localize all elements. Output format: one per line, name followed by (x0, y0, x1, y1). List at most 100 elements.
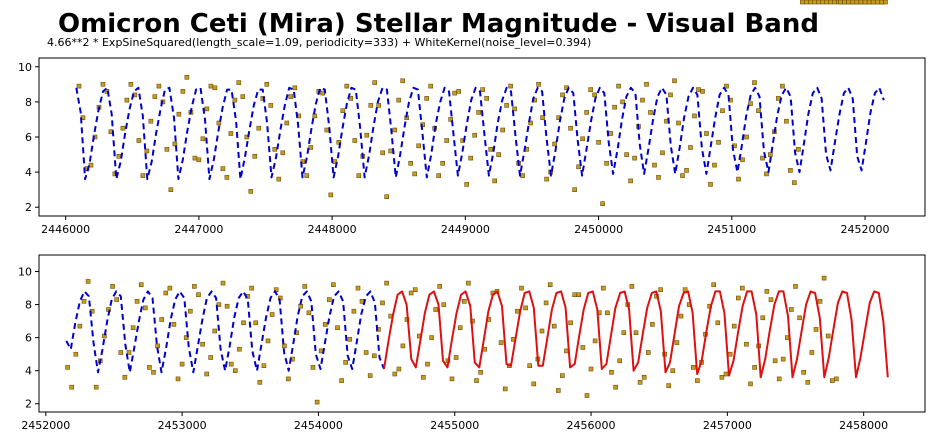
bottom-observation-point (645, 350, 651, 355)
bottom-observation-point (110, 284, 115, 289)
bottom-observation-point (846, 0, 852, 5)
top-observation-point (444, 138, 450, 143)
bottom-observation-point (306, 310, 312, 316)
bottom-observation-point (617, 358, 623, 364)
bottom-observation-point (457, 325, 463, 331)
bottom-observation-point (580, 345, 586, 350)
top-observation-point (740, 157, 745, 163)
bottom-observation-point (670, 368, 676, 374)
bottom-observation-point (282, 343, 287, 349)
bottom-fit-line (65, 290, 385, 374)
bottom-observation-point (326, 297, 332, 302)
top-observation-point (744, 134, 749, 140)
top-observation-point (700, 89, 705, 94)
top-y-tick-label: 10 (18, 61, 32, 74)
top-observation-point (256, 125, 262, 131)
bottom-observation-point (441, 302, 447, 307)
bottom-observation-point (302, 284, 308, 289)
top-observation-point (596, 140, 601, 145)
top-observation-point (464, 182, 470, 187)
bottom-observation-point (543, 300, 549, 306)
top-observation-point (288, 94, 294, 99)
top-observation-point (696, 87, 701, 92)
bottom-observation-point (143, 305, 148, 311)
bottom-observation-point (678, 313, 684, 319)
top-observation-point (364, 132, 370, 138)
top-observation-point (168, 187, 174, 192)
top-observation-point (504, 103, 509, 108)
bottom-prediction-line (383, 290, 889, 379)
bottom-observation-point (637, 379, 643, 385)
bottom-observation-point (412, 287, 418, 293)
top-observation-point (308, 145, 314, 150)
bottom-observation-point (478, 369, 483, 375)
bottom-panel-plot-area (65, 0, 889, 405)
top-observation-point (508, 83, 513, 89)
top-observation-point (720, 108, 725, 113)
top-observation-point (568, 125, 573, 131)
top-observation-point (604, 161, 609, 166)
bottom-observation-point (322, 322, 328, 327)
bottom-observation-point (224, 303, 230, 309)
bottom-observation-point (735, 295, 741, 301)
top-observation-point (652, 162, 657, 168)
bottom-observation-point (118, 350, 124, 355)
bottom-observation-point (335, 325, 340, 331)
bottom-observation-point (367, 373, 373, 378)
bottom-observation-point (715, 320, 721, 326)
bottom-observation-point (658, 287, 663, 293)
top-observation-point (584, 110, 589, 115)
top-observation-point (208, 83, 214, 89)
top-observation-point (816, 0, 821, 5)
bottom-observation-point (633, 330, 639, 336)
bottom-observation-point (343, 360, 349, 365)
top-observation-point (284, 120, 290, 126)
top-fit-line (75, 86, 885, 181)
bottom-observation-point (576, 292, 582, 298)
top-observation-point (708, 182, 713, 187)
bottom-observation-point (371, 353, 377, 359)
bottom-x-tick-label: 2452000 (21, 419, 70, 432)
top-observation-point (240, 94, 246, 99)
bottom-observation-point (155, 343, 160, 349)
top-observation-point (752, 80, 757, 85)
top-observation-point (680, 173, 685, 178)
bottom-observation-point (425, 361, 430, 367)
bottom-observation-point (208, 355, 213, 360)
top-observation-point (436, 173, 442, 178)
bottom-observation-point (151, 369, 156, 375)
bottom-observation-point (629, 284, 635, 289)
bottom-observation-point (421, 374, 426, 380)
bottom-observation-point (122, 374, 128, 380)
bottom-observation-point (188, 308, 193, 314)
bottom-observation-point (396, 366, 402, 372)
bottom-observation-point (776, 376, 782, 382)
bottom-observation-point (719, 374, 725, 380)
top-observation-point (164, 147, 170, 152)
bottom-observation-point (805, 379, 811, 385)
top-x-tick-label: 2451000 (707, 223, 756, 236)
bottom-observation-point (764, 289, 770, 294)
top-observation-point (736, 176, 741, 182)
bottom-observation-point (760, 315, 766, 321)
top-observation-point (528, 120, 533, 126)
top-observation-point (724, 83, 729, 89)
bottom-observation-point (212, 328, 218, 334)
bottom-observation-point (134, 298, 140, 304)
top-observation-point (340, 108, 346, 113)
bottom-observation-point (392, 371, 398, 377)
bottom-observation-point (780, 356, 786, 362)
bottom-observation-point (220, 280, 226, 286)
top-panel-plot-area (75, 0, 885, 206)
top-observation-point (252, 154, 258, 159)
bottom-x-tick-label: 2456000 (567, 419, 616, 432)
bottom-observation-point (253, 320, 258, 326)
bottom-observation-point (870, 0, 876, 5)
top-observation-point (328, 192, 334, 198)
top-observation-point (748, 101, 753, 106)
top-observation-point (608, 131, 613, 136)
top-observation-point (828, 0, 833, 5)
top-observation-point (416, 143, 422, 149)
bottom-observation-point (466, 280, 471, 286)
bottom-observation-point (265, 338, 271, 344)
